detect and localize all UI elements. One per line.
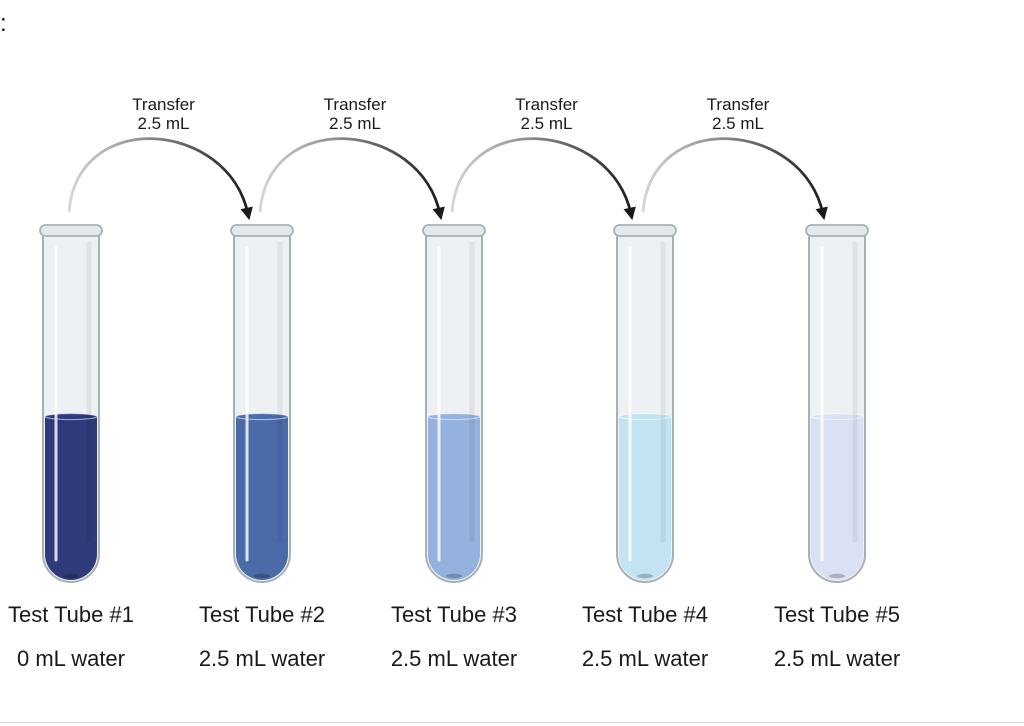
tube-bottom-shadow bbox=[446, 573, 462, 579]
transfer-label-line1: Transfer bbox=[324, 95, 387, 114]
liquid-surface bbox=[44, 412, 98, 421]
tube-liquid bbox=[236, 416, 288, 580]
transfer-label-line1: Transfer bbox=[707, 95, 770, 114]
tube-name-label: Test Tube #2 bbox=[199, 602, 325, 627]
tube-name-label: Test Tube #1 bbox=[8, 602, 134, 627]
liquid-surface bbox=[427, 412, 481, 421]
tube-bottom-shadow bbox=[63, 573, 79, 579]
liquid-surface bbox=[810, 412, 864, 421]
tube-liquid bbox=[428, 416, 480, 580]
test-tube-2: Test Tube #2 2.5 mL water bbox=[199, 224, 325, 671]
test-tube-1: Test Tube #1 0 mL water bbox=[8, 224, 134, 671]
tube-water-label: 2.5 mL water bbox=[582, 646, 708, 671]
transfer-arc bbox=[641, 137, 828, 221]
test-tubes: Test Tube #1 0 mL water Test Tube #2 2.5 mL… bbox=[8, 224, 900, 671]
tube-name-label: Test Tube #4 bbox=[582, 602, 708, 627]
transfer-arc bbox=[258, 137, 445, 221]
tube-bottom-shadow bbox=[637, 573, 653, 579]
tube-liquid bbox=[619, 416, 671, 580]
tube-name-label: Test Tube #5 bbox=[774, 602, 900, 627]
tube-bottom-shadow bbox=[254, 573, 270, 579]
test-tube-5: Test Tube #5 2.5 mL water bbox=[774, 224, 900, 671]
tube-water-label: 2.5 mL water bbox=[391, 646, 517, 671]
transfer-label-line2: 2.5 mL bbox=[712, 114, 764, 133]
tube-rim bbox=[613, 224, 677, 237]
tube-water-label: 0 mL water bbox=[17, 646, 125, 671]
tube-rim bbox=[805, 224, 869, 237]
tube-water-label: 2.5 mL water bbox=[774, 646, 900, 671]
tube-rim bbox=[422, 224, 486, 237]
tube-liquid bbox=[811, 416, 863, 580]
tube-bottom-shadow bbox=[829, 573, 845, 579]
test-tube-4: Test Tube #4 2.5 mL water bbox=[582, 224, 708, 671]
transfer-label-line1: Transfer bbox=[515, 95, 578, 114]
tube-name-label: Test Tube #3 bbox=[391, 602, 517, 627]
transfer-label-line1: Transfer bbox=[132, 95, 195, 114]
corner-mark: : bbox=[0, 10, 7, 37]
tube-liquid bbox=[45, 416, 97, 580]
test-tube-3: Test Tube #3 2.5 mL water bbox=[391, 224, 517, 671]
transfer-label-line2: 2.5 mL bbox=[329, 114, 381, 133]
transfer-arc bbox=[67, 137, 253, 221]
tube-rim bbox=[39, 224, 103, 237]
transfer-label-line2: 2.5 mL bbox=[521, 114, 573, 133]
liquid-surface bbox=[618, 412, 672, 421]
liquid-surface bbox=[235, 412, 289, 421]
tube-water-label: 2.5 mL water bbox=[199, 646, 325, 671]
transfer-arc bbox=[450, 137, 636, 221]
tube-rim bbox=[230, 224, 294, 237]
transfer-label-line2: 2.5 mL bbox=[138, 114, 190, 133]
bottom-divider bbox=[0, 722, 1024, 723]
